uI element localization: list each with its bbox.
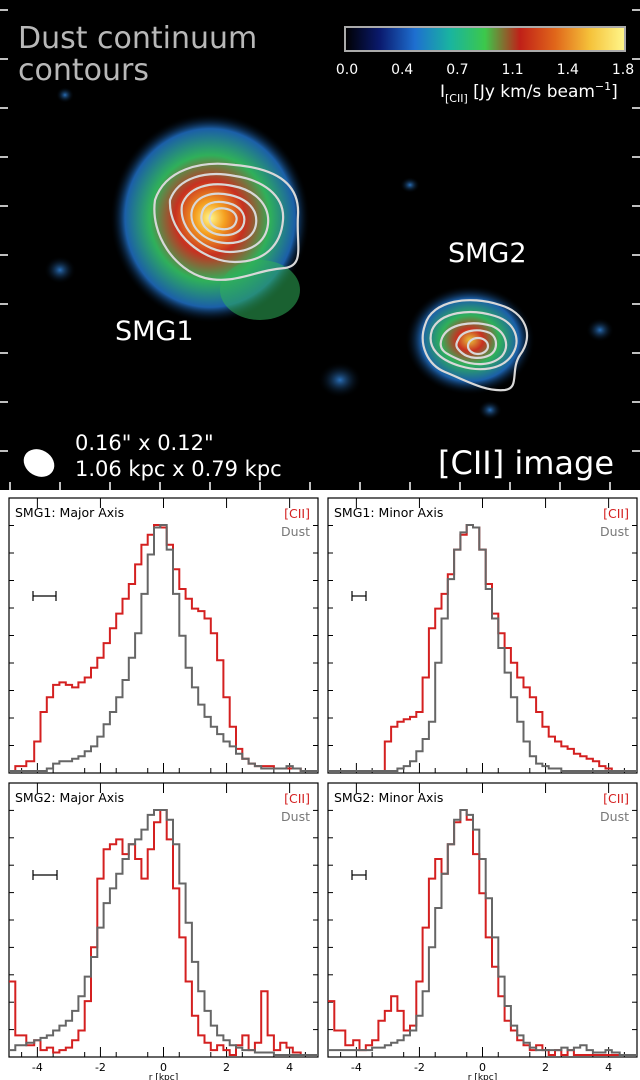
source-label-smg2: SMG2	[448, 238, 527, 269]
colorbar-tick-labels: 0.0 0.4 0.7 1.1 1.4 1.8	[336, 62, 634, 78]
x-tick-label: 2	[223, 1061, 230, 1074]
x-tick-label: 4	[605, 1061, 612, 1074]
smg1-contour-level-6	[208, 207, 238, 231]
smg2-contour-level-5	[466, 336, 490, 356]
x-tick-label: -4	[351, 1061, 362, 1074]
cii-profile-line	[328, 809, 637, 1056]
x-tick-label: 0	[160, 1061, 167, 1074]
panel-frame	[8, 497, 319, 774]
noise-blob	[586, 318, 614, 342]
x-axis-label: r [kpc]	[468, 1073, 497, 1080]
colorbar-fill	[344, 26, 626, 52]
x-tick-label: 0	[479, 1061, 486, 1074]
x-tick-label: 2	[542, 1061, 549, 1074]
colorbar-label: I[CII] [Jy km/s beam−1]	[440, 80, 618, 105]
panel-title: SMG1: Minor Axis	[334, 505, 443, 520]
smg2-contour-level-4	[455, 329, 498, 359]
panel-frame	[327, 782, 638, 1058]
legend-dust: Dust	[600, 809, 629, 824]
panel-frame	[327, 497, 638, 774]
legend-cii: [CII]	[284, 791, 310, 806]
colorbar-tick-label: 0.0	[336, 62, 358, 78]
smg1-contour-level-2	[168, 172, 285, 264]
colorbar: 0.0 0.4 0.7 1.1 1.4 1.8 I[CII] [Jy km/s beam−…	[336, 26, 634, 105]
noise-blob	[44, 256, 76, 284]
smg1-contour-level-4	[190, 192, 258, 245]
image-title-line2: contours	[18, 53, 149, 88]
colorbar-tick-label: 1.4	[557, 62, 579, 78]
smg1-contour-level-5	[200, 200, 246, 237]
smg1-contour-level-1	[153, 162, 300, 281]
dust-profile-line	[9, 524, 318, 772]
smg1-emission-tail	[220, 260, 300, 320]
profile-panel: SMG1: Minor Axis [CII] Dust	[327, 497, 638, 774]
image-title-line1: Dust continuum	[18, 21, 257, 56]
x-tick-label: -2	[414, 1061, 425, 1074]
profile-panel: SMG2: Minor Axis [CII] Dust -4 -2 0 2 4 r [kpc]	[327, 782, 638, 1080]
x-tick-label: -4	[32, 1061, 43, 1074]
x-tick-label: -2	[95, 1061, 106, 1074]
source-label-smg1: SMG1	[115, 316, 194, 347]
cii-image-label: [CII] image	[438, 444, 614, 482]
noise-blob	[318, 362, 362, 398]
panel-frame	[8, 782, 319, 1058]
panel-title: SMG2: Major Axis	[15, 790, 124, 805]
colorbar-tick-label: 1.8	[612, 62, 634, 78]
image-background	[0, 0, 640, 490]
dust-profile-line	[9, 809, 318, 1056]
profile-panel: SMG1: Major Axis [CII] Dust	[8, 497, 319, 774]
smg2-contour-level-1	[421, 299, 529, 392]
legend-cii: [CII]	[603, 791, 629, 806]
beam-ellipse	[23, 449, 55, 477]
legend-dust: Dust	[281, 524, 310, 539]
x-tick-label: 4	[286, 1061, 293, 1074]
beam-size-kpc: 1.06 kpc x 0.79 kpc	[75, 457, 282, 481]
smg1-contour-level-3	[180, 183, 270, 254]
dust-contours	[153, 162, 529, 392]
legend-dust: Dust	[281, 809, 310, 824]
beam-size-arcsec: 0.16" x 0.12"	[75, 431, 214, 455]
legend-dust: Dust	[600, 524, 629, 539]
dust-profile-line	[328, 524, 637, 772]
image-axis-ticks	[0, 9, 640, 490]
smg2-contour-level-3	[439, 322, 508, 366]
cii-profile-line	[328, 524, 637, 772]
x-axis-label: r [kpc]	[149, 1073, 178, 1080]
noise-blob	[56, 87, 74, 103]
legend-cii: [CII]	[603, 506, 629, 521]
panel-title: SMG2: Minor Axis	[334, 790, 443, 805]
noise-blob	[478, 400, 502, 420]
legend-cii: [CII]	[284, 506, 310, 521]
smg2-contour-level-2	[429, 310, 518, 371]
noise-blob	[400, 177, 420, 193]
dust-profile-line	[328, 809, 637, 1056]
colorbar-tick-label: 0.4	[391, 62, 413, 78]
colorbar-tick-label: 0.7	[446, 62, 468, 78]
cii-image-panel: Dust continuum contours 0.0 0.4 0.7 1.1 1.4 1…	[0, 0, 640, 490]
colorbar-tick-label: 1.1	[501, 62, 523, 78]
profile-panel: SMG2: Major Axis [CII] Dust -4 -2 0 2 4 r [kpc]	[8, 782, 319, 1080]
panel-title: SMG1: Major Axis	[15, 505, 124, 520]
